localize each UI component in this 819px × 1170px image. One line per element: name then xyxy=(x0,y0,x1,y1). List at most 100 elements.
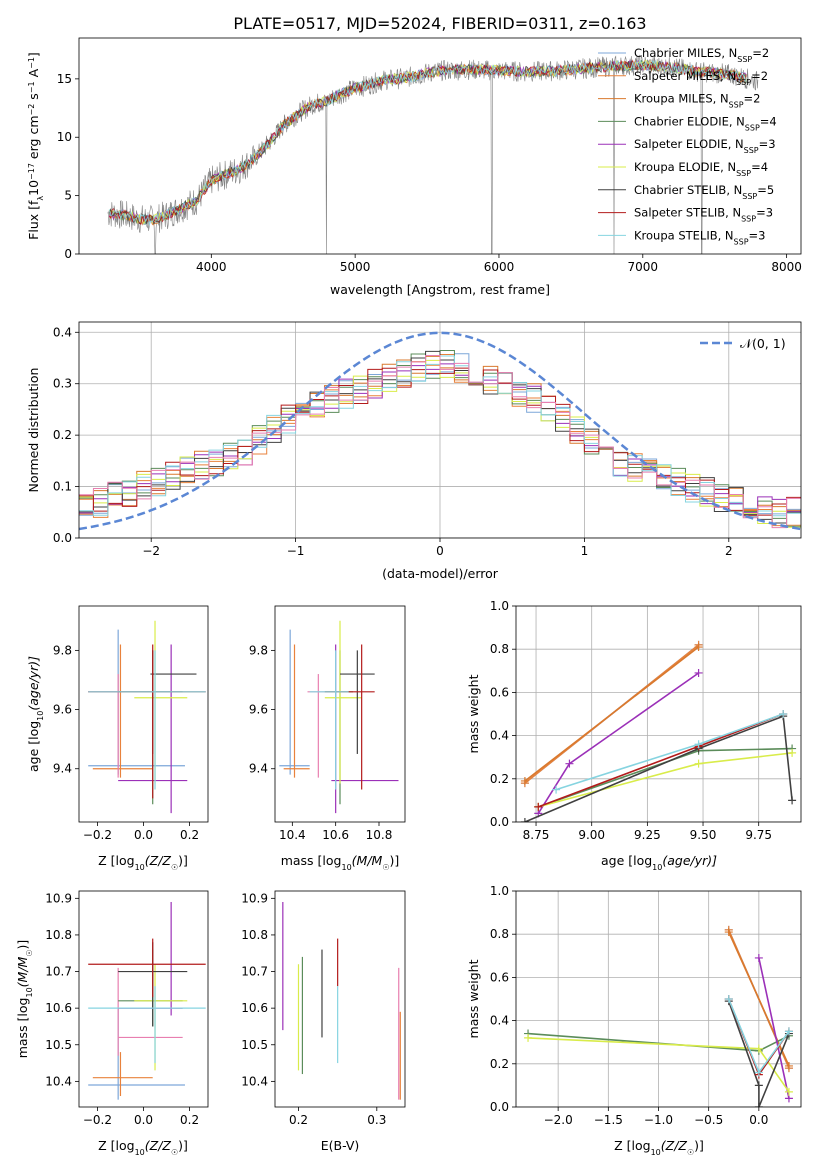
point-marker xyxy=(694,740,703,749)
x-axis-label: (data-model)/error xyxy=(382,566,499,581)
series-salpeter-elodie xyxy=(758,957,790,1099)
label-part: ] xyxy=(26,52,41,57)
y-axis-label: Flux [fλ10−17 erg cm−2 s−1 A−1] xyxy=(26,52,45,240)
point-marker xyxy=(754,1103,763,1107)
legend-label: 𝒩(0, 1) xyxy=(740,336,786,351)
point-marker xyxy=(552,785,561,794)
x-tick-label: 0.2 xyxy=(180,828,199,842)
point-marker xyxy=(784,1027,793,1036)
label-part: Kroupa ELODIE, N xyxy=(634,160,736,174)
x-tick-label: −1.0 xyxy=(644,1113,673,1127)
legend-label: Kroupa STELIB, NSSP=3 xyxy=(634,228,765,246)
label-part: mass [log xyxy=(15,998,30,1059)
point-marker xyxy=(784,1061,793,1070)
y-tick-label: 10.7 xyxy=(45,965,72,979)
y-axis-label: Normed distribution xyxy=(26,368,41,493)
x-tick-label: 0 xyxy=(436,544,444,558)
y-tick-label: 10.4 xyxy=(241,1074,268,1088)
label-part: Salpeter MILES, N xyxy=(634,69,736,83)
label-part: =4 xyxy=(760,114,777,128)
grid xyxy=(79,322,801,538)
label-part: SSP xyxy=(736,169,751,178)
y-tick-label: 0.0 xyxy=(53,531,72,545)
model-chabrier-stelib xyxy=(108,60,747,226)
y-tick-label: 10.5 xyxy=(241,1038,268,1052)
x-tick-label: 10.8 xyxy=(366,828,393,842)
legend-label: Salpeter ELODIE, NSSP=3 xyxy=(634,137,776,155)
x-tick-label: −0.5 xyxy=(694,1113,723,1127)
panel-weight_vs_age: 8.75 9.00 9.25 9.50 9.75 0.0 0.2 0.4 0.6 0.8 1.0 ag… xyxy=(466,599,802,872)
y-axis-label: mass weight xyxy=(466,674,481,753)
y-tick-label: 10.7 xyxy=(241,965,268,979)
y-tick-label: 10.6 xyxy=(241,1001,268,1015)
label-part: 10 xyxy=(25,987,34,997)
x-tick-label: 5000 xyxy=(340,260,371,274)
legend-label: Chabrier MILES, NSSP=2 xyxy=(634,46,769,64)
axes-frame xyxy=(515,605,802,823)
y-tick-label: 10.9 xyxy=(45,891,72,905)
axes-frame xyxy=(274,605,406,823)
legend-label: Salpeter STELIB, NSSP=3 xyxy=(634,206,773,224)
point-marker xyxy=(694,759,703,768)
y-tick-label: 0.2 xyxy=(53,428,72,442)
label-part: SSP xyxy=(744,146,759,155)
label-part: (age/yr)] xyxy=(662,853,717,868)
label-part: )] xyxy=(694,1138,704,1153)
label-part: SSP xyxy=(736,77,751,86)
point-marker xyxy=(754,1081,763,1090)
x-tick-label: 0.3 xyxy=(367,1113,386,1127)
x-tick-label: 8.75 xyxy=(523,828,550,842)
label-part: 10 xyxy=(651,1148,661,1157)
series-kroupa-miles xyxy=(727,931,790,1067)
x-tick-label: 9.00 xyxy=(578,828,605,842)
x-tick-label: 0.2 xyxy=(180,1113,199,1127)
series-salpeter-elodie xyxy=(537,672,700,814)
label-part: SSP xyxy=(737,55,752,64)
label-part: SSP xyxy=(742,191,757,200)
label-part: =3 xyxy=(749,228,766,242)
x-tick-label: 9.25 xyxy=(634,828,661,842)
point-marker xyxy=(784,1087,793,1096)
histogram-extra-pink xyxy=(79,354,801,529)
x-tick-label: 10.6 xyxy=(322,828,349,842)
label-part: SSP xyxy=(729,100,744,109)
plot-area xyxy=(282,901,401,1100)
label-part: 10 xyxy=(36,711,45,721)
x-tick-label: −1 xyxy=(287,544,305,558)
y-tick-label: 0.4 xyxy=(490,729,509,743)
label-part: (M/M xyxy=(352,853,383,868)
axes-frame xyxy=(274,890,406,1108)
figure-title: PLATE=0517, MJD=52024, FIBERID=0311, z=0… xyxy=(233,14,646,33)
point-marker xyxy=(565,759,574,768)
plot-area xyxy=(79,322,801,538)
x-axis-label: mass [log10(M/M☉)] xyxy=(281,853,400,872)
y-axis-label: age [log10(age/yr)] xyxy=(26,656,45,772)
y-tick-label: 0.4 xyxy=(490,1014,509,1028)
label-part: (Z/Z xyxy=(661,1138,688,1153)
label-part: )] xyxy=(178,1138,188,1153)
label-part: =3 xyxy=(756,206,773,220)
x-tick-label: 10.4 xyxy=(279,828,306,842)
label-part: 10 xyxy=(341,863,351,872)
label-part: −17 xyxy=(27,163,36,180)
y-tick-label: 15 xyxy=(57,72,72,86)
y-tick-label: 0.4 xyxy=(53,325,72,339)
legend-label: Chabrier ELODIE, NSSP=4 xyxy=(634,114,777,131)
y-tick-label: 0.0 xyxy=(490,1100,509,1114)
series-kroupa-elodie xyxy=(538,752,793,808)
axes-frame xyxy=(78,890,209,1108)
axes-frame xyxy=(78,605,209,823)
point-marker xyxy=(534,802,543,811)
y-tick-label: 0.8 xyxy=(490,927,509,941)
plot-area xyxy=(516,606,801,822)
label-part: SSP xyxy=(745,123,760,132)
point-marker xyxy=(520,776,529,785)
y-tick-label: 0.6 xyxy=(490,685,509,699)
x-axis-label: Z [log10(Z/Z☉)] xyxy=(98,853,188,872)
observed-spectrum xyxy=(107,54,759,254)
label-part: Salpeter STELIB, N xyxy=(634,206,741,220)
label-part: =5 xyxy=(757,183,774,197)
x-axis-label: Z [log10(Z/Z☉)] xyxy=(614,1138,704,1157)
x-tick-label: 0.0 xyxy=(134,828,153,842)
